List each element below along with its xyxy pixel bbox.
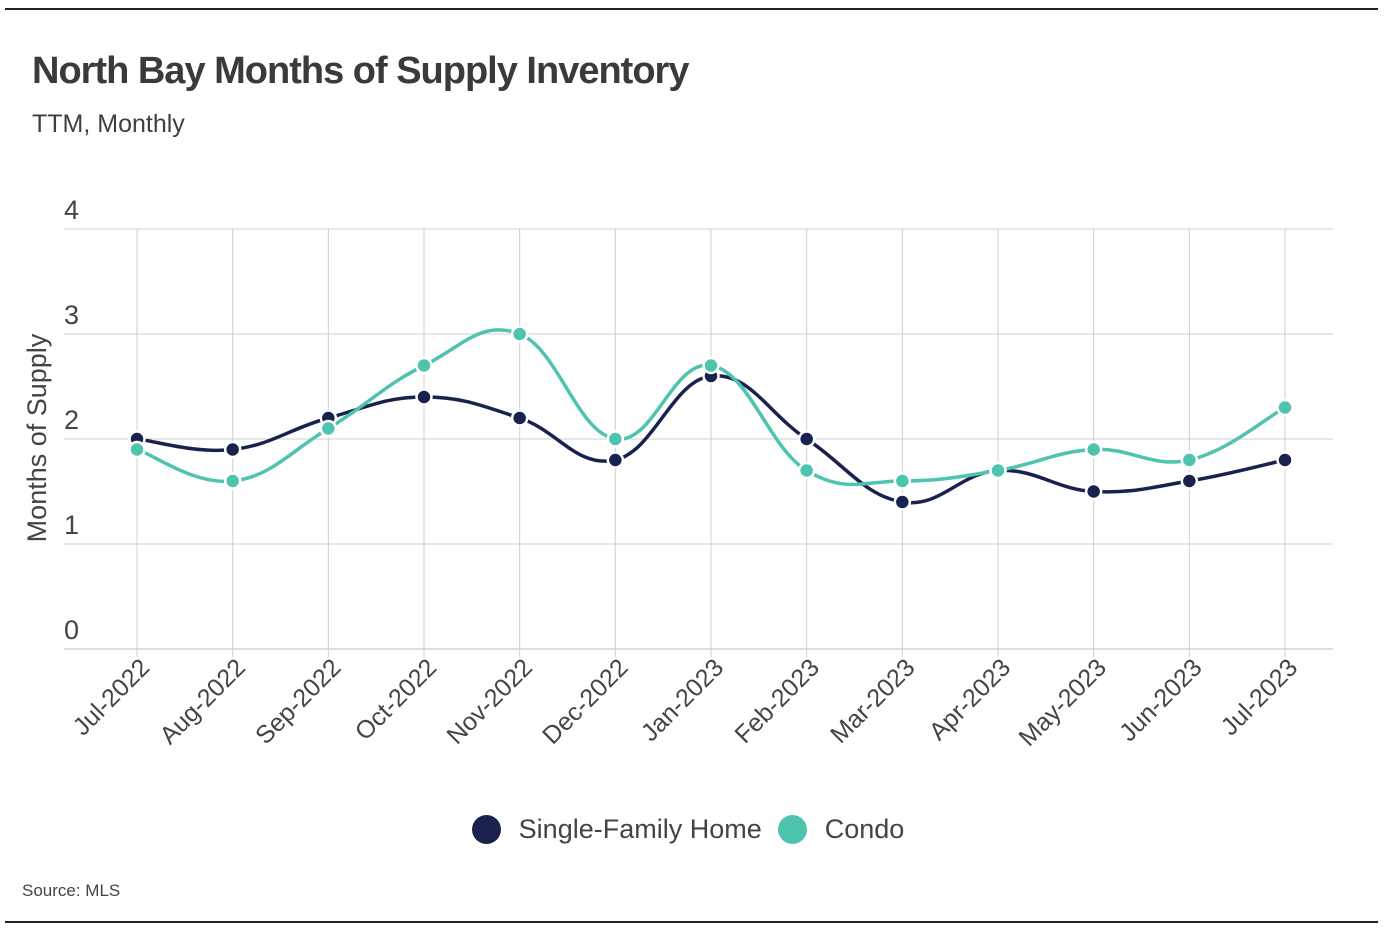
x-tick-label: Jun-2023 (1114, 653, 1208, 747)
x-tick-label: Apr-2023 (924, 653, 1017, 746)
x-tick-label: Jul-2023 (1216, 653, 1304, 741)
data-point-single-family[interactable] (1084, 482, 1103, 501)
y-tick-label: 1 (64, 510, 79, 540)
x-tick-label: May-2023 (1013, 653, 1111, 751)
data-point-condo[interactable] (893, 472, 912, 490)
data-point-condo[interactable] (128, 440, 146, 459)
top-rule (5, 8, 1378, 10)
x-tick-label: Oct-2022 (350, 653, 443, 746)
data-point-condo[interactable] (510, 325, 529, 343)
y-tick-label: 2 (64, 405, 79, 435)
bottom-rule (5, 921, 1378, 923)
data-point-single-family[interactable] (1180, 472, 1199, 490)
x-tick-label: Sep-2022 (250, 653, 346, 749)
x-tick-label: Dec-2022 (537, 653, 633, 749)
data-point-condo[interactable] (1180, 451, 1199, 469)
data-point-condo[interactable] (1276, 398, 1294, 417)
data-point-condo[interactable] (702, 356, 720, 375)
data-point-single-family[interactable] (510, 409, 529, 427)
data-point-condo[interactable] (797, 461, 816, 480)
y-axis-ticks: 0 1 2 3 4 (64, 195, 79, 645)
data-point-condo[interactable] (989, 461, 1007, 480)
legend: Single-Family Home Condo (0, 814, 1392, 845)
source-note: Source: MLS (22, 881, 121, 900)
legend-swatch-single-family (471, 815, 501, 844)
legend-item-condo[interactable]: Condo (777, 814, 905, 845)
data-point-single-family[interactable] (797, 430, 816, 448)
data-point-condo[interactable] (415, 356, 433, 375)
x-tick-label: Feb-2023 (729, 653, 824, 748)
data-point-condo[interactable] (223, 472, 242, 490)
legend-label-single-family: Single-Family Home (518, 814, 762, 844)
data-point-single-family[interactable] (223, 440, 242, 459)
data-point-single-family[interactable] (606, 451, 625, 469)
y-tick-label: 3 (64, 300, 79, 330)
x-tick-label: Mar-2023 (825, 653, 920, 748)
data-point-single-family[interactable] (415, 388, 433, 406)
x-tick-label: Jul-2022 (68, 653, 156, 741)
line-chart: 0 1 2 3 4 Months of Supply Jul-2022 Aug-2022 S… (22, 195, 1333, 752)
data-point-condo[interactable] (1084, 440, 1103, 459)
x-tick-label: Aug-2022 (154, 653, 250, 749)
chart-subtitle: TTM, Monthly (32, 110, 185, 138)
legend-swatch-condo (777, 815, 807, 844)
y-axis-label: Months of Supply (22, 333, 52, 542)
x-axis-ticks: Jul-2022 Aug-2022 Sep-2022 Oct-2022 Nov-2022… (68, 653, 1304, 751)
data-point-single-family[interactable] (893, 493, 912, 511)
x-tick-label: Jan-2023 (636, 653, 730, 747)
data-point-condo[interactable] (606, 430, 625, 448)
grid-layer (64, 228, 1333, 657)
chart-title: North Bay Months of Supply Inventory (32, 50, 689, 92)
y-tick-label: 4 (64, 195, 79, 225)
series-layer (128, 325, 1294, 511)
legend-label-condo: Condo (824, 814, 905, 844)
data-point-condo[interactable] (319, 419, 338, 438)
data-point-single-family[interactable] (1276, 451, 1294, 469)
x-tick-label: Nov-2022 (441, 653, 537, 749)
legend-item-single-family[interactable]: Single-Family Home (471, 814, 762, 845)
y-tick-label: 0 (64, 615, 79, 645)
